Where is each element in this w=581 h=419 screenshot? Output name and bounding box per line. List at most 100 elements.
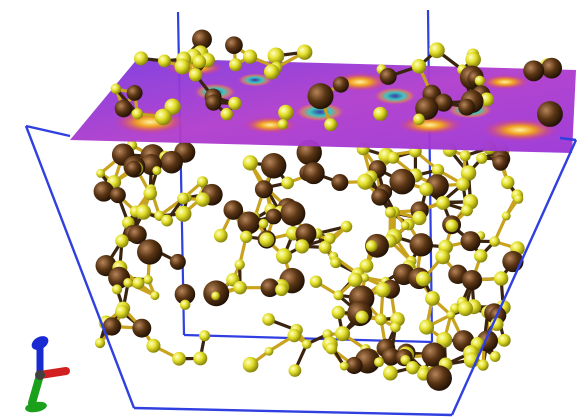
surface-molecules: [110, 29, 563, 132]
atom-network: [93, 139, 525, 391]
light-atom: [172, 351, 186, 366]
light-atom: [330, 257, 341, 269]
light-atom: [188, 68, 203, 82]
light-atom: [233, 280, 247, 295]
heavy-atom: [295, 223, 317, 245]
light-atom: [384, 206, 396, 218]
light-atom: [94, 337, 106, 349]
light-atom: [375, 313, 387, 326]
light-atom: [333, 290, 344, 301]
light-atom: [177, 192, 190, 205]
light-atom: [375, 282, 391, 298]
light-atom: [419, 319, 435, 335]
light-atom: [277, 119, 289, 130]
light-atom: [242, 155, 258, 171]
light-atom: [242, 49, 258, 64]
light-atom: [457, 300, 473, 317]
heavy-atom: [223, 200, 244, 220]
light-atom: [131, 108, 144, 120]
light-atom: [428, 42, 445, 59]
light-atom: [474, 249, 488, 263]
bond: [126, 281, 157, 298]
light-atom: [301, 339, 312, 349]
heavy-atom: [260, 153, 287, 179]
heavy-atom: [174, 283, 196, 305]
light-atom: [152, 166, 162, 176]
light-atom: [211, 291, 220, 301]
light-atom: [400, 221, 410, 230]
heavy-atom: [460, 231, 481, 252]
heavy-atom: [192, 29, 212, 50]
heavy-atom: [125, 160, 142, 177]
light-atom: [296, 44, 313, 60]
axis-triad-icon: [25, 336, 70, 413]
light-atom: [446, 310, 456, 320]
heavy-atom: [205, 94, 222, 111]
light-atom: [150, 291, 160, 301]
light-atom: [460, 165, 477, 181]
light-atom: [359, 258, 374, 273]
light-atom: [309, 275, 323, 288]
light-atom: [157, 54, 171, 68]
heavy-atom: [114, 99, 133, 118]
heavy-atom: [102, 317, 122, 336]
heavy-atom: [160, 150, 183, 174]
light-atom: [134, 51, 149, 66]
light-atom: [476, 152, 488, 164]
light-atom: [325, 342, 338, 355]
light-atom: [340, 220, 353, 233]
heavy-atom: [126, 84, 143, 101]
light-atom: [278, 104, 294, 121]
heavy-atom: [331, 173, 349, 191]
light-atom: [267, 47, 285, 65]
light-atom: [445, 219, 459, 233]
heavy-atom: [458, 98, 476, 116]
light-atom: [234, 259, 245, 270]
light-atom: [415, 271, 431, 287]
light-atom: [405, 361, 420, 375]
light-atom: [193, 351, 208, 366]
light-atom: [195, 192, 210, 207]
light-atom: [288, 364, 302, 377]
light-atom: [294, 239, 310, 254]
light-atom: [114, 304, 129, 319]
light-atom: [374, 357, 385, 368]
light-atom: [318, 240, 332, 254]
light-atom: [143, 186, 157, 201]
heavy-atom: [426, 365, 452, 391]
light-atom: [413, 113, 425, 126]
light-atom: [390, 321, 401, 333]
heavy-atom: [265, 208, 282, 225]
heavy-atom: [409, 233, 433, 257]
light-atom: [259, 232, 275, 248]
heavy-atom: [307, 83, 334, 110]
heavy-atom: [492, 154, 509, 171]
light-atom: [497, 333, 511, 347]
light-atom: [382, 365, 398, 381]
light-atom: [357, 173, 374, 190]
light-atom: [501, 175, 515, 190]
light-atom: [115, 234, 129, 248]
light-atom: [324, 118, 338, 132]
light-atom: [275, 283, 288, 297]
light-atom: [262, 313, 275, 326]
light-atom: [431, 163, 445, 177]
light-atom: [239, 230, 253, 243]
light-atom: [365, 240, 378, 252]
heavy-atom: [132, 318, 152, 338]
light-atom: [123, 278, 133, 288]
heavy-atom: [280, 200, 306, 226]
light-atom: [339, 361, 349, 371]
heavy-atom: [169, 253, 186, 270]
light-atom: [228, 96, 242, 111]
light-atom: [400, 354, 411, 366]
heavy-atom: [260, 278, 280, 298]
light-atom: [229, 58, 243, 72]
light-atom: [489, 236, 500, 247]
light-atom: [264, 346, 274, 356]
heavy-atom: [382, 347, 400, 366]
heavy-atom: [389, 168, 416, 195]
heavy-atom: [237, 211, 261, 234]
light-atom: [412, 210, 427, 226]
